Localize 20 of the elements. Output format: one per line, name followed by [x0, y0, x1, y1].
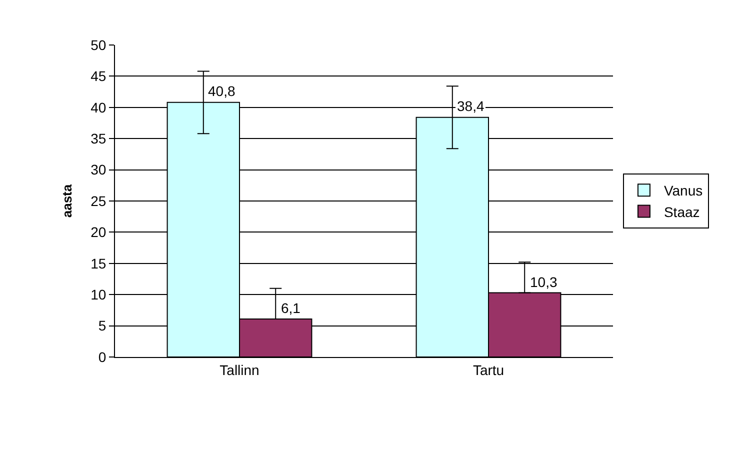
- y-tick-label: 0: [98, 348, 106, 365]
- y-tick-label: 50: [90, 36, 106, 53]
- x-tick-label: Tartu: [472, 362, 504, 378]
- y-axis-title: aasta: [60, 184, 75, 218]
- data-label: 40,8: [208, 83, 236, 99]
- y-tick-label: 25: [90, 192, 106, 209]
- y-tick-label: 45: [90, 68, 106, 84]
- data-label: 38,4: [457, 98, 484, 114]
- data-label: 10,3: [530, 274, 558, 290]
- y-tick-label: 20: [90, 224, 106, 240]
- y-tick-label: 35: [90, 130, 106, 146]
- legend-label: Staaz: [664, 204, 700, 220]
- y-tick-label: 30: [90, 162, 106, 178]
- y-tick-label: 40: [90, 99, 106, 116]
- y-tick-label: 15: [90, 255, 106, 272]
- x-tick-label: Tallinn: [220, 362, 260, 378]
- data-label: 6,1: [281, 300, 301, 316]
- y-tick-label: 5: [98, 318, 106, 334]
- legend-label: Vanus: [664, 182, 703, 199]
- y-tick-label: 10: [90, 286, 106, 302]
